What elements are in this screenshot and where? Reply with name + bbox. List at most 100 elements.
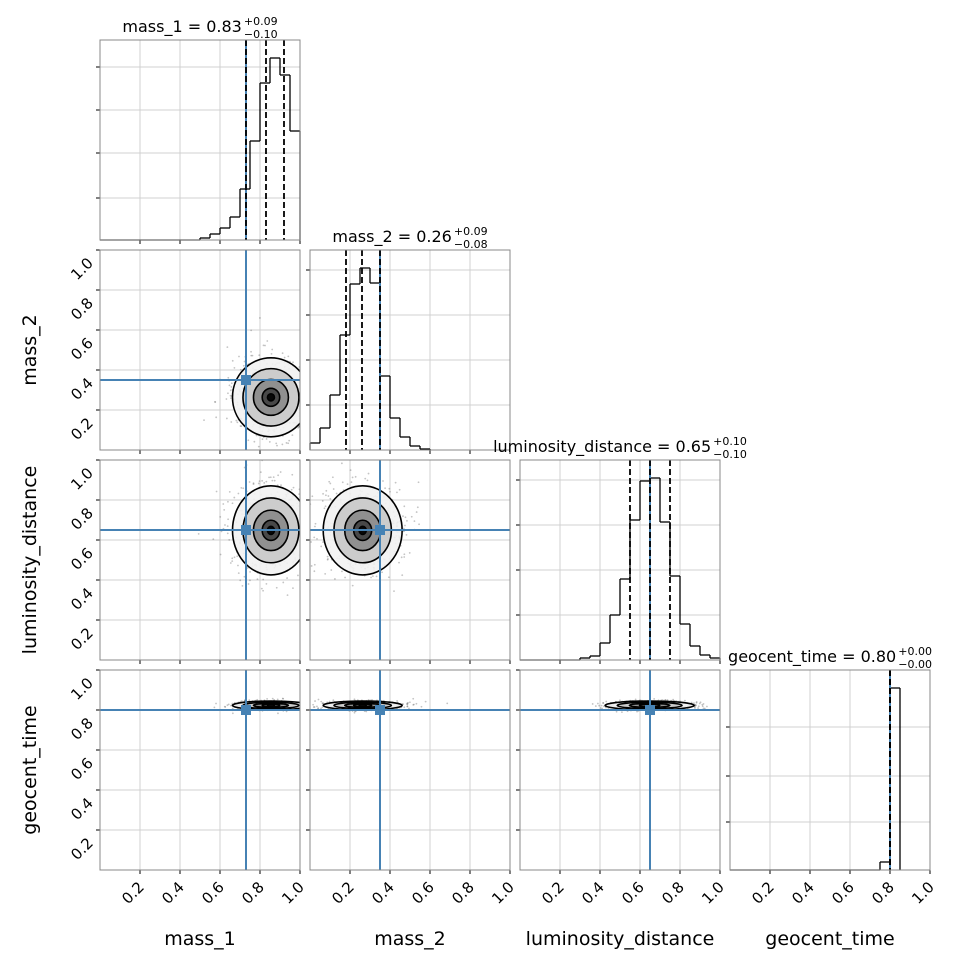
panel-frame [309,669,511,871]
sample-point [684,699,686,702]
sample-point [227,500,229,503]
sample-point [313,563,316,566]
sample-point [695,701,698,704]
panel: 0.2 0.4 0.6 0.8 1.0 0.2 0.4 0.6 0.8 1.0 [67,669,322,908]
x-axis-label: geocent_time [765,928,894,950]
sample-point [250,329,253,332]
sample-point [302,702,304,704]
sample-point [322,513,324,515]
title-plus: +0.09 [454,225,488,238]
sample-point [602,702,605,704]
sample-point [227,376,230,379]
sample-point [231,560,234,563]
title-minus: −0.10 [713,448,747,461]
sample-point [349,469,352,472]
sample-point [402,527,405,530]
sample-point [239,425,242,427]
panel: 0.2 0.4 0.6 0.8 1.0 [67,249,325,454]
sample-point [236,421,239,424]
sample-point [224,706,227,708]
contour [358,703,368,708]
sample-point [258,480,261,483]
sample-point [404,516,407,519]
sample-point [253,440,256,443]
panel-frame [519,459,721,661]
sample-point [636,710,638,713]
sample-point [304,705,306,707]
sample-point [350,481,353,484]
panel: mass_2 = 0.26 +0.09−0.08 [306,225,511,454]
sample-point [302,539,304,541]
sample-point [303,395,305,397]
x-tick-label: 0.6 [618,878,648,908]
sample-point [240,487,243,489]
sample-point [323,391,325,393]
x-tick-label: 1.0 [698,878,728,908]
sample-point [387,576,390,579]
sample-point [301,581,303,583]
sample-point [282,697,285,700]
sample-point [266,697,269,700]
sample-point [262,344,265,347]
truth-marker [241,375,251,385]
x-tick-label: 0.8 [868,878,898,908]
sample-point [690,701,693,704]
sample-point [280,484,282,487]
sample-point [313,706,316,708]
sample-point [258,354,261,357]
sample-point [365,710,368,713]
x-tick-label: 0.2 [118,878,148,908]
sample-point [621,711,623,714]
title-plus: +0.10 [713,435,747,448]
sample-point [410,515,413,518]
sample-point [316,705,318,708]
truth-marker [375,525,385,535]
sample-point [322,492,324,495]
truth-marker [645,705,655,715]
sample-point [301,399,303,401]
y-tick-label: 1.0 [67,254,97,284]
sample-point [394,481,397,484]
sample-point [256,578,259,581]
x-tick-label: 0.4 [578,878,608,908]
sample-point [312,706,315,708]
sample-point [329,497,332,500]
sample-point [215,702,217,705]
sample-point [233,496,236,499]
sample-point [306,703,308,705]
sample-point [300,390,302,392]
sample-point [316,532,318,534]
density [310,460,510,660]
sample-point [304,533,306,535]
sample-point [406,703,408,705]
sample-point [301,417,303,419]
sample-point [302,705,304,707]
sample-point [331,476,334,479]
sample-point [596,702,599,705]
sample-point [335,492,338,495]
sample-point [281,352,284,355]
sample-point [231,359,234,362]
sample-point [223,705,226,708]
sample-point [297,574,299,577]
sample-point [693,706,696,708]
sample-point [326,555,329,558]
sample-point [303,701,305,703]
sample-point [302,365,304,367]
sample-point [315,405,317,407]
sample-point [698,702,701,705]
sample-point [591,703,594,705]
sample-point [302,701,304,703]
sample-point [320,703,322,705]
sample-point [301,569,303,571]
y-tick-label: 0.8 [67,714,97,744]
panel: 0.2 0.4 0.6 0.8 1.0 [67,459,324,664]
sample-point [323,507,326,510]
sample-point [301,704,303,706]
sample-point [219,553,222,556]
sample-point [242,364,245,367]
x-tick-label: 0.8 [448,878,478,908]
sample-point [398,488,401,491]
sample-point [304,388,306,390]
sample-point [699,701,702,704]
